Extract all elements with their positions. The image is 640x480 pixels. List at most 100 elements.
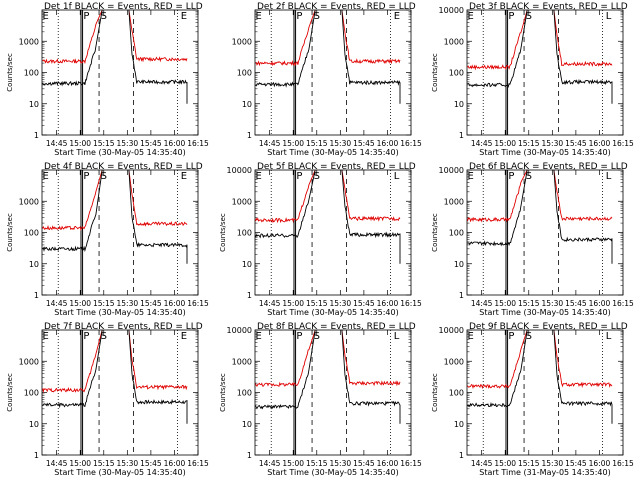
x-tick-label: 16:00 bbox=[377, 459, 399, 468]
y-tick-label: 100 bbox=[449, 69, 464, 78]
lld-series-before bbox=[255, 329, 316, 387]
region-label: L bbox=[394, 331, 400, 342]
panel-6: Det 6f BLACK = Events, RED = LLD 1 10 100 10… bbox=[431, 162, 634, 317]
panel-7: Det 7f BLACK = Events, RED = LLD 1 10 100 10… bbox=[6, 322, 209, 477]
events-series-before bbox=[255, 9, 316, 88]
panel-5: Det 5f BLACK = Events, RED = LLD 1 10 100 10… bbox=[219, 162, 422, 317]
x-tick-label: 16:00 bbox=[589, 459, 611, 468]
lld-series-after bbox=[341, 329, 401, 387]
x-tick-label: 15:30 bbox=[542, 299, 564, 308]
region-label: S bbox=[101, 331, 107, 342]
panel-2: Det 2f BLACK = Events, RED = LLD 1 10 100 10… bbox=[232, 2, 422, 157]
x-axis-label: Start Time (30-May-05 14:35:40) bbox=[54, 468, 185, 477]
x-tick-label: 15:00 bbox=[282, 299, 304, 308]
x-tick-label: 16:15 bbox=[612, 459, 634, 468]
x-tick-label: 16:15 bbox=[400, 299, 422, 308]
events-series-before bbox=[467, 9, 528, 88]
x-tick-label: 15:15 bbox=[518, 139, 540, 148]
y-tick-label: 1000 bbox=[444, 357, 464, 366]
y-axis-label: Counts/sec bbox=[431, 213, 439, 252]
events-series-before bbox=[42, 9, 103, 87]
x-tick-label: 15:30 bbox=[330, 139, 352, 148]
y-tick-label: 1 bbox=[34, 131, 39, 140]
region-label: E bbox=[256, 11, 262, 22]
x-tick-label: 15:00 bbox=[69, 299, 91, 308]
region-label: S bbox=[314, 331, 320, 342]
chart-title: Det 6f BLACK = Events, RED = LLD bbox=[469, 162, 628, 172]
x-tick-label: 15:45 bbox=[565, 139, 587, 148]
x-tick-label: 15:00 bbox=[69, 459, 91, 468]
y-tick-label: 10 bbox=[242, 100, 252, 109]
y-tick-label: 1000 bbox=[444, 197, 464, 206]
x-tick-label: 15:45 bbox=[353, 459, 375, 468]
plot-frame bbox=[254, 9, 412, 136]
x-tick-label: 16:00 bbox=[377, 299, 399, 308]
region-label: P bbox=[508, 171, 514, 182]
x-axis-label: Start Time (30-May-05 14:35:40) bbox=[54, 148, 185, 157]
x-tick-label: 16:15 bbox=[400, 459, 422, 468]
x-tick-label: 15:15 bbox=[93, 459, 115, 468]
region-label: E bbox=[468, 171, 474, 182]
y-tick-label: 1000 bbox=[19, 357, 39, 366]
events-series-before bbox=[255, 329, 316, 410]
y-tick-label: 100 bbox=[449, 229, 464, 238]
x-tick-label: 15:45 bbox=[565, 459, 587, 468]
y-tick-label: 1000 bbox=[232, 357, 252, 366]
x-tick-label: 15:00 bbox=[282, 139, 304, 148]
y-tick-label: 1 bbox=[34, 451, 39, 460]
y-axis-label: Counts/sec bbox=[6, 373, 14, 412]
lld-series-after bbox=[553, 9, 613, 67]
x-tick-label: 14:45 bbox=[46, 299, 68, 308]
lld-series-before bbox=[467, 329, 528, 390]
region-label: L bbox=[606, 171, 612, 182]
region-label: E bbox=[468, 11, 474, 22]
events-series-after bbox=[553, 169, 613, 264]
y-tick-label: 100 bbox=[237, 69, 252, 78]
y-axis-label: Counts/sec bbox=[431, 53, 439, 92]
chart-title: Det 4f BLACK = Events, RED = LLD bbox=[44, 162, 203, 172]
chart-title: Det 1f BLACK = Events, RED = LLD bbox=[44, 2, 203, 12]
x-tick-label: 16:15 bbox=[187, 139, 209, 148]
events-series-after bbox=[128, 329, 188, 424]
x-tick-label: 14:45 bbox=[471, 299, 493, 308]
lld-series-after bbox=[128, 329, 188, 391]
x-tick-label: 15:45 bbox=[353, 139, 375, 148]
y-tick-label: 100 bbox=[24, 69, 39, 78]
x-axis-label: Start Time (30-May-05 14:35:40) bbox=[479, 148, 610, 157]
y-tick-label: 10 bbox=[454, 100, 464, 109]
y-axis-label: Counts/sec bbox=[6, 213, 14, 252]
region-label: P bbox=[296, 171, 302, 182]
x-axis-label: Start Time (30-May-05 14:35:40) bbox=[267, 308, 398, 317]
y-tick-label: 10 bbox=[454, 420, 464, 429]
y-axis-label: Counts/sec bbox=[6, 53, 14, 92]
x-tick-label: 15:15 bbox=[306, 299, 328, 308]
lld-series-before bbox=[467, 169, 528, 223]
lld-series-before bbox=[42, 9, 103, 65]
y-tick-label: 1 bbox=[247, 131, 252, 140]
x-tick-label: 15:45 bbox=[565, 299, 587, 308]
y-tick-label: 1 bbox=[459, 131, 464, 140]
lld-series-after bbox=[341, 169, 401, 222]
chart-title: Det 9f BLACK = Events, RED = LLD bbox=[469, 322, 628, 332]
events-series-after bbox=[128, 169, 188, 264]
region-label: L bbox=[606, 11, 612, 22]
region-label: S bbox=[314, 171, 320, 182]
region-label: L bbox=[394, 171, 400, 182]
x-tick-label: 14:45 bbox=[259, 299, 281, 308]
x-tick-label: 15:00 bbox=[282, 459, 304, 468]
events-series-before bbox=[467, 329, 528, 408]
x-tick-label: 15:30 bbox=[117, 139, 139, 148]
lld-series-before bbox=[42, 169, 103, 231]
lld-series-after bbox=[128, 9, 188, 63]
x-tick-label: 15:45 bbox=[353, 299, 375, 308]
x-tick-label: 16:00 bbox=[164, 459, 186, 468]
y-tick-label: 10 bbox=[454, 260, 464, 269]
y-tick-label: 10000 bbox=[439, 166, 464, 175]
y-tick-label: 10000 bbox=[439, 6, 464, 15]
region-label: P bbox=[83, 171, 89, 182]
y-tick-label: 1000 bbox=[19, 197, 39, 206]
region-label: P bbox=[296, 11, 302, 22]
x-tick-label: 15:45 bbox=[140, 459, 162, 468]
x-tick-label: 16:15 bbox=[187, 459, 209, 468]
